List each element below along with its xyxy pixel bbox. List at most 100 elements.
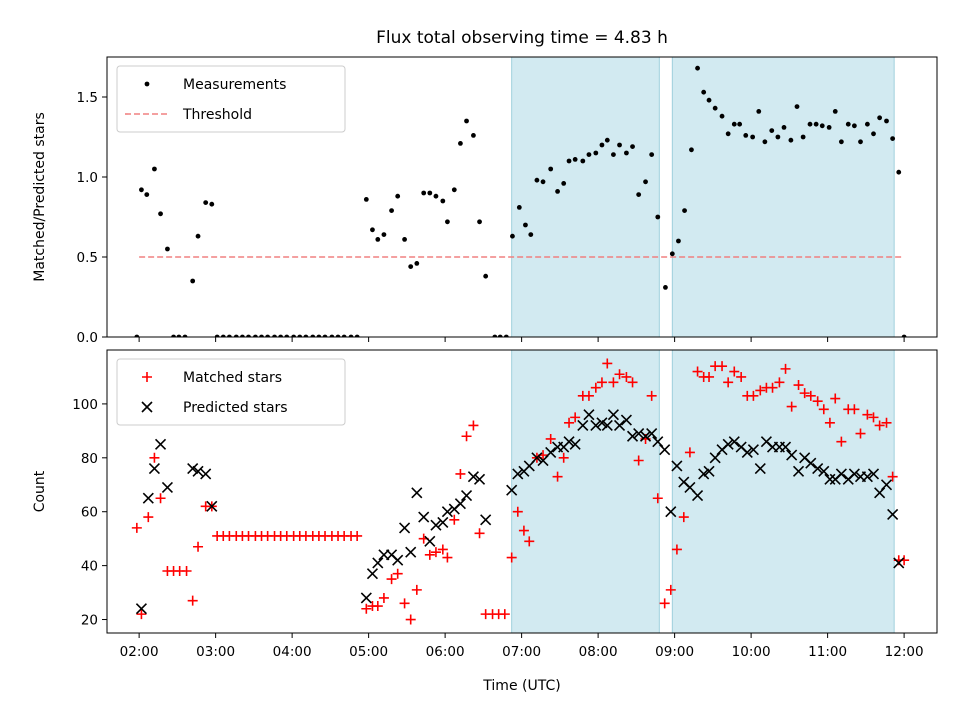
measurement-point [214, 334, 220, 337]
matched-star-point [474, 528, 485, 539]
matched-star-point [678, 512, 689, 523]
matched-star-point [430, 547, 441, 558]
measurement-point [572, 157, 578, 162]
predicted-star-point [192, 465, 204, 477]
predicted-star-point [148, 463, 160, 475]
measurement-point [265, 334, 271, 337]
legend-marker-matched [142, 372, 152, 382]
x-tick-label: 09:00 [655, 644, 694, 660]
predicted-star-point [583, 409, 595, 421]
predicted-star-point [430, 519, 442, 531]
matched-star-point [512, 506, 523, 517]
measurement-point [278, 334, 284, 337]
x-tick-label: 08:00 [579, 644, 618, 660]
measurement-point [663, 285, 668, 290]
measurement-point [464, 118, 469, 124]
matched-star-point [881, 417, 892, 428]
predicted-star-point [360, 592, 372, 604]
observing-interval-shade [511, 349, 660, 634]
legend-marker-measurements [144, 81, 150, 87]
measurement-point [649, 152, 655, 158]
measurement-point [503, 334, 509, 337]
matched-star-point [818, 404, 829, 415]
matched-star-point [805, 390, 816, 401]
measurement-point [402, 237, 407, 242]
measurement-point [458, 141, 463, 146]
measurement-point [813, 121, 819, 127]
measurement-point [427, 190, 433, 196]
plot-area [134, 65, 907, 337]
predicted-star-point [411, 487, 423, 499]
predicted-star-point [563, 436, 575, 448]
matched-star-point [449, 514, 460, 525]
predicted-star-point [848, 468, 860, 480]
predicted-star-point [460, 489, 473, 502]
measurement-point [483, 273, 489, 279]
matched-star-point [583, 390, 594, 401]
predicted-star-point [372, 557, 384, 569]
measurement-point [414, 261, 420, 266]
predicted-star-point [154, 438, 167, 450]
matched-star-point [836, 436, 847, 447]
measurement-point [838, 139, 844, 145]
measurement-point [845, 121, 851, 127]
measurement-point [555, 189, 560, 194]
x-tick-label: 04:00 [273, 644, 312, 660]
matched-star-point [602, 358, 613, 369]
measurement-point [389, 208, 394, 214]
predicted-star-point [200, 468, 212, 480]
predicted-star-point [861, 471, 873, 483]
measurement-point [586, 152, 592, 158]
predicted-star-point [569, 438, 581, 450]
y-tick-label: 40 [81, 559, 98, 575]
predicted-star-point [805, 457, 817, 469]
measurement-point [737, 121, 743, 127]
matched-star-point [812, 396, 823, 407]
measurement-point [341, 334, 347, 337]
top-panel: 0.0 0.5 1.0 1.5 Matched/Predicted stars Measu… [32, 56, 938, 346]
x-tick-label: 06:00 [426, 644, 465, 660]
predicted-star-point [135, 603, 147, 615]
matched-star-point [386, 574, 397, 585]
predicted-star-point [835, 468, 847, 480]
measurement-point [408, 264, 414, 269]
measurement-point [220, 334, 226, 337]
measurement-point [492, 334, 498, 337]
predicted-star-point [441, 506, 453, 518]
matched-star-point [149, 452, 160, 463]
measurement-point [471, 133, 476, 138]
x-tick-label: 05:00 [349, 644, 388, 660]
predicted-star-point [754, 463, 766, 475]
predicted-star-point [893, 557, 905, 569]
predicted-star-point [418, 511, 430, 523]
y-tick-label: 60 [81, 505, 98, 521]
measurement-point [284, 334, 290, 337]
matched-star-point [437, 544, 448, 555]
matched-star-point [736, 371, 747, 382]
matched-star-point [411, 584, 422, 595]
matched-star-point [786, 401, 797, 412]
measurement-point [370, 227, 375, 233]
matched-star-point [799, 388, 810, 399]
measurement-point [335, 334, 341, 337]
matched-star-point [187, 595, 198, 606]
y-axis-label: Count [32, 470, 48, 512]
measurement-point [139, 187, 144, 193]
matched-star-point [352, 530, 363, 541]
matched-star-point [621, 371, 632, 382]
measurement-point [451, 187, 457, 193]
matched-star-point [868, 412, 879, 423]
measurement-point [750, 134, 756, 140]
measurement-point [190, 278, 196, 284]
matched-star-point [193, 541, 204, 552]
matched-star-point [596, 377, 607, 388]
y-tick-label: 100 [72, 397, 98, 413]
measurement-point [604, 137, 610, 143]
matched-star-point [646, 390, 657, 401]
measurement-point [636, 192, 642, 198]
measurement-point [580, 158, 586, 164]
measurement-point [858, 139, 863, 145]
matched-star-point [545, 433, 556, 444]
measurement-point [381, 232, 387, 238]
predicted-star-point [786, 449, 798, 461]
